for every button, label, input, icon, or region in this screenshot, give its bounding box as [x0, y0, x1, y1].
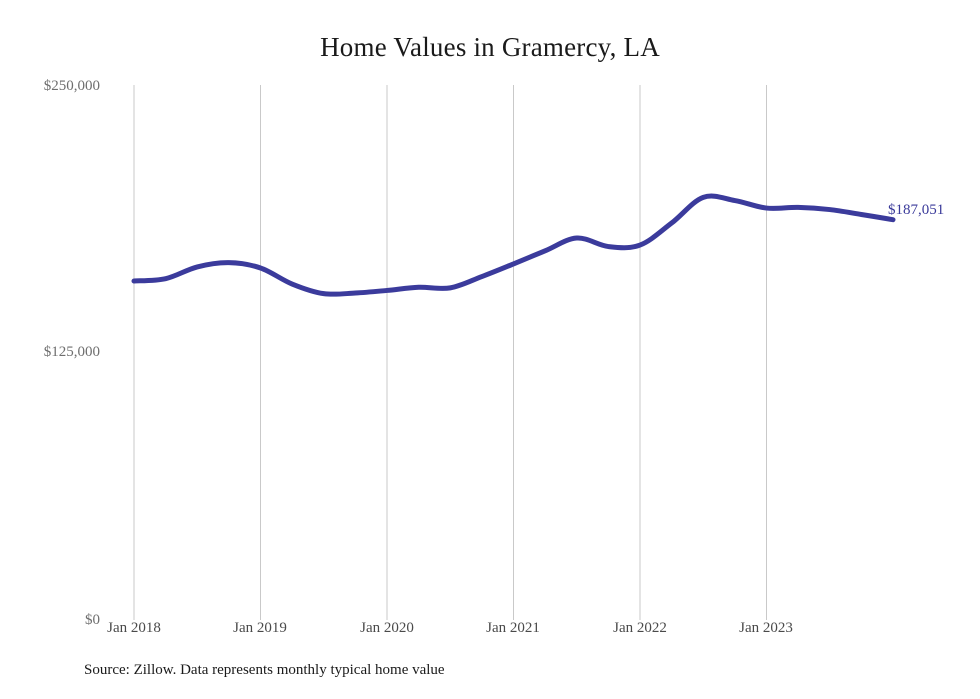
y-axis-tick-125000: $125,000 [43, 344, 100, 360]
chart-title: Home Values in Gramercy, LA [320, 32, 660, 62]
x-axis-tick-jan-2019: Jan 2019 [233, 620, 287, 636]
x-axis-tick-jan-2022: Jan 2022 [613, 620, 667, 636]
gridlines [133, 85, 767, 620]
x-axis-tick-jan-2023: Jan 2023 [739, 620, 793, 636]
y-axis-tick-250000: $250,000 [43, 78, 100, 94]
end-value-annotation: $187,051 [888, 202, 945, 218]
y-axis-tick-0: $0 [85, 612, 100, 628]
source-note: Source: Zillow. Data represents monthly … [84, 662, 445, 678]
data-series-typical-home-value [131, 193, 896, 297]
x-axis-tick-jan-2021: Jan 2021 [486, 620, 540, 636]
x-axis-tick-jan-2020: Jan 2020 [360, 620, 414, 636]
x-axis-tick-jan-2018: Jan 2018 [107, 620, 161, 636]
home-value-line [131, 193, 896, 297]
